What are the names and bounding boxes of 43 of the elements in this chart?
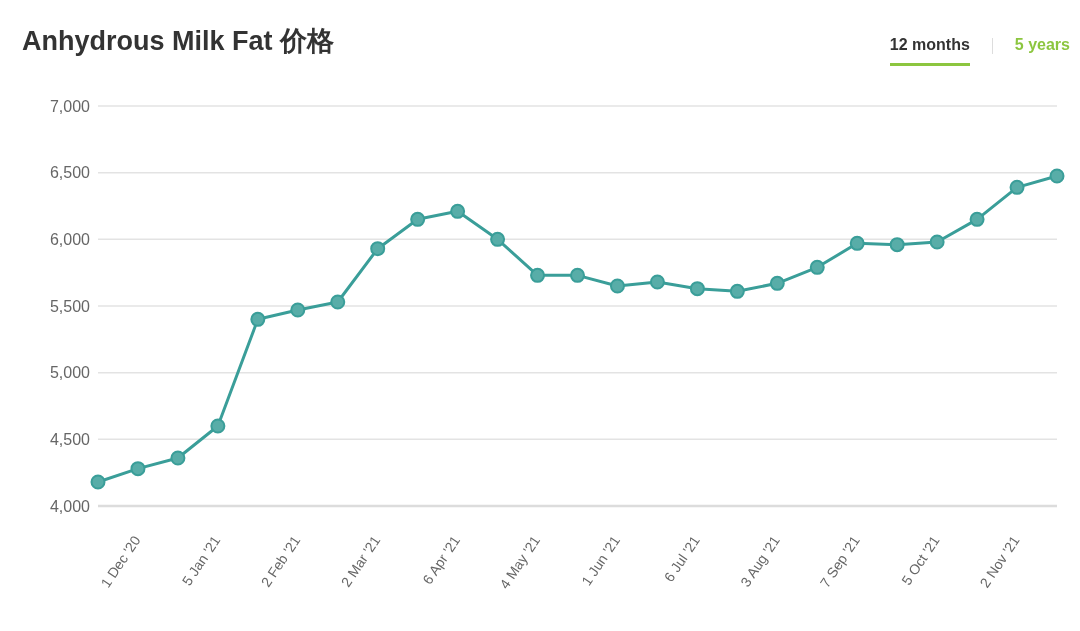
point: [1049, 168, 1065, 184]
point: [330, 294, 346, 310]
y-tick-label: 6,500: [49, 164, 91, 182]
x-tick-label: 1 Dec '20: [97, 532, 144, 591]
point: [490, 231, 506, 247]
point: [849, 235, 865, 251]
point: [250, 311, 266, 327]
point: [769, 275, 785, 291]
point: [370, 241, 386, 257]
y-tick-label: 5,000: [49, 364, 91, 382]
y-tick-label: 5,500: [49, 297, 91, 315]
point: [130, 461, 146, 477]
point: [649, 274, 665, 290]
point: [570, 267, 585, 283]
point: [290, 302, 306, 318]
x-tick-label: 5 Jan '21: [178, 532, 224, 589]
point: [450, 203, 466, 219]
point: [929, 234, 945, 250]
point: [609, 278, 625, 294]
x-tick-label: 6 Jul '21: [660, 532, 704, 585]
y-tick-label: 7,000: [49, 97, 91, 115]
text: 12 months: [889, 35, 970, 55]
point: [1009, 179, 1025, 195]
point: [410, 211, 426, 227]
point: [210, 418, 226, 434]
point: [889, 237, 905, 253]
point: [809, 259, 825, 275]
y-tick-label: 4,000: [49, 497, 91, 515]
x-tick-label: 1 Jun '21: [578, 532, 624, 589]
y-tick-label: 4,500: [49, 431, 91, 449]
x-tick-label: 7 Sep '21: [816, 532, 863, 591]
x-tick-label: 6 Apr '21: [419, 532, 464, 588]
y-tick-label: 6,000: [49, 231, 91, 249]
point: [729, 283, 745, 299]
point: [170, 450, 186, 466]
point: [90, 474, 106, 490]
chart-title: Anhydrous Milk Fat 价格: [22, 25, 335, 58]
x-tick-label: 5 Oct '21: [898, 532, 943, 588]
point: [969, 211, 985, 227]
x-tick-label: 2 Feb '21: [257, 532, 304, 590]
point: [530, 267, 546, 283]
text: 5 years: [1014, 35, 1070, 55]
point: [689, 281, 705, 297]
